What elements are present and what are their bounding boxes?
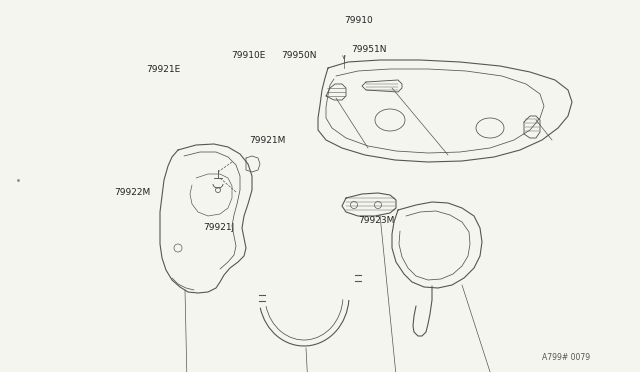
Text: 79921M: 79921M <box>250 136 286 145</box>
Text: A799# 0079: A799# 0079 <box>542 353 590 362</box>
Text: 79921E: 79921E <box>146 65 180 74</box>
Text: 79921J: 79921J <box>204 223 235 232</box>
Text: 79923M: 79923M <box>358 216 395 225</box>
Text: 79950N: 79950N <box>282 51 317 60</box>
Text: 79951N: 79951N <box>351 45 386 54</box>
Text: 79910E: 79910E <box>232 51 266 60</box>
Text: 79910: 79910 <box>344 16 373 25</box>
Text: 79922M: 79922M <box>114 188 150 197</box>
